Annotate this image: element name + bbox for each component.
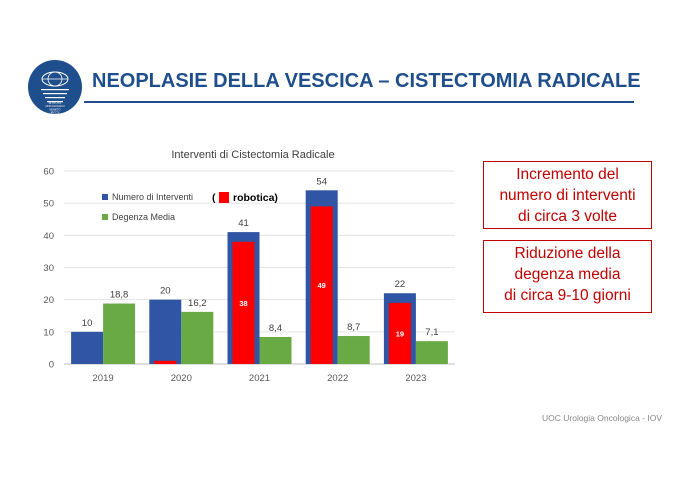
legend-label-robotica: robotica): [233, 192, 278, 204]
x-tick-label: 2022: [327, 373, 348, 384]
x-tick-label: 2023: [405, 373, 426, 384]
callout-reduction: Riduzione della degenza media di circa 9…: [483, 240, 652, 313]
legend-prefix-robotica: (: [212, 192, 216, 204]
legend-swatch-interventi: [102, 194, 108, 200]
legend-label-interventi: Numero di Interventi: [112, 192, 193, 202]
chart-title: Interventi di Cistectomia Radicale: [171, 149, 334, 161]
data-label-degenza: 8,4: [269, 323, 282, 334]
data-label-degenza: 7,1: [425, 327, 438, 338]
y-tick-label: 50: [43, 199, 54, 210]
callout-reduction-line-2: degenza media: [514, 266, 621, 283]
bar-robotica: [388, 302, 411, 364]
institute-logo: ISTITUTO ONCOLOGICO VENETO IRCCS: [28, 60, 82, 115]
bar-degenza: [259, 336, 292, 364]
bar-interventi: [149, 299, 182, 364]
y-tick-label: 40: [43, 231, 54, 242]
y-tick-label: 20: [43, 295, 54, 306]
legend-swatch-robotica: [219, 192, 229, 203]
callout-reduction-line-3: di circa 9-10 giorni: [504, 287, 631, 304]
page-title: NEOPLASIE DELLA VESCICA – CISTECTOMIA RA…: [92, 70, 641, 92]
y-tick-label: 60: [43, 167, 54, 178]
data-label-interventi: 54: [316, 176, 327, 187]
callout-increase-line-2: numero di interventi: [499, 187, 636, 204]
bar-interventi: [71, 331, 104, 364]
data-label-degenza: 16,2: [188, 298, 207, 309]
bar-degenza: [337, 336, 370, 364]
footer-text: UOC Urologia Oncologica - IOV: [542, 413, 662, 423]
bar-robotica: [232, 241, 255, 364]
data-label-interventi: 10: [82, 318, 93, 329]
data-label-interventi: 22: [395, 279, 406, 290]
title-divider: [84, 101, 634, 103]
y-tick-label: 10: [43, 327, 54, 338]
x-tick-label: 2019: [93, 373, 114, 384]
bar-degenza: [103, 303, 136, 364]
data-label-interventi: 41: [238, 218, 249, 229]
x-tick-label: 2020: [171, 373, 192, 384]
data-label-robotica: 49: [318, 281, 326, 290]
data-label-degenza: 8,7: [347, 322, 360, 333]
bar-robotica: [310, 206, 333, 364]
data-label-robotica: 19: [396, 329, 404, 338]
bar-robotica: [154, 360, 177, 364]
data-label-robotica: 38: [239, 299, 247, 308]
callout-increase: Incremento del numero di interventi di c…: [483, 161, 652, 229]
legend-label-degenza: Degenza Media: [112, 212, 175, 222]
callout-increase-line-3: di circa 3 volte: [517, 208, 618, 225]
legend-swatch-degenza: [102, 214, 108, 220]
data-label-degenza: 18,8: [110, 290, 129, 301]
callout-increase-line-1: Incremento del: [516, 166, 619, 183]
bar-degenza: [415, 341, 448, 364]
y-tick-label: 30: [43, 263, 54, 274]
logo-text-line: VENETO: [49, 107, 61, 111]
logo-text-line: ONCOLOGICO: [45, 104, 65, 108]
callout-reduction-line-1: Riduzione della: [514, 245, 621, 262]
logo-text-line: IRCCS: [51, 111, 60, 114]
data-label-interventi: 20: [160, 286, 171, 297]
logo-text-line: ISTITUTO: [49, 101, 63, 105]
y-tick-label: 0: [49, 360, 54, 371]
x-tick-label: 2021: [249, 373, 270, 384]
bar-degenza: [181, 311, 214, 364]
